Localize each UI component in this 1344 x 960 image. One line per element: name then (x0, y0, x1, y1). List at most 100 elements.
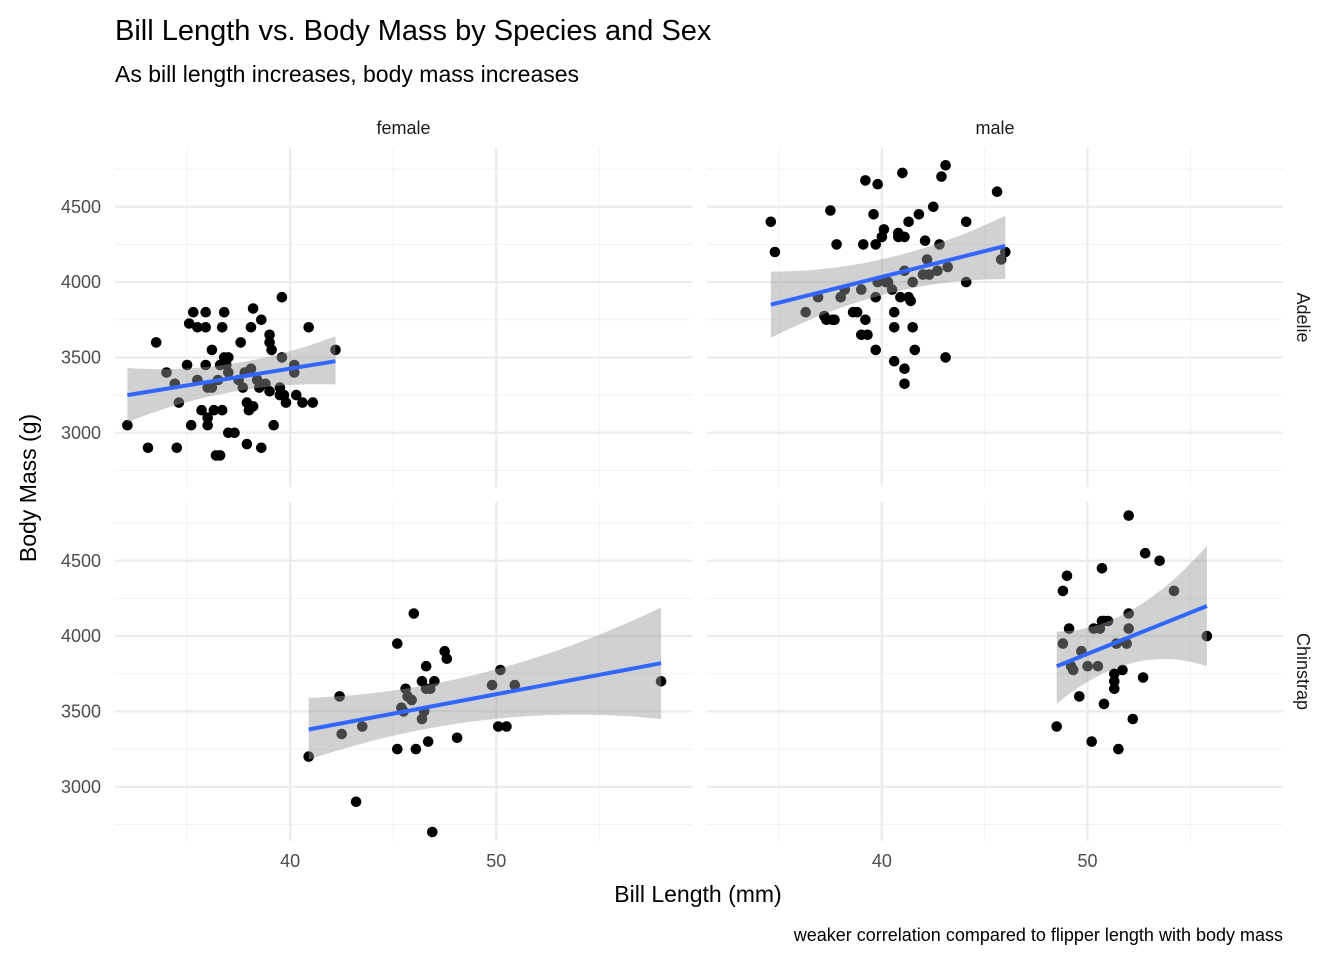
data-point (280, 397, 292, 408)
data-point (1168, 585, 1180, 597)
regression-line (308, 661, 662, 732)
data-point (1051, 721, 1062, 732)
data-point (888, 322, 900, 333)
facet-strip-male: male (975, 118, 1014, 138)
x-axis-title: Bill Length (mm) (614, 881, 781, 907)
data-point (509, 679, 521, 691)
data-point (769, 246, 781, 258)
data-point (264, 329, 275, 341)
data-point (1057, 638, 1069, 649)
data-point (888, 355, 900, 367)
data-point (216, 404, 228, 416)
data-point (858, 239, 869, 250)
data-point (1123, 623, 1134, 634)
data-point (655, 676, 667, 687)
data-point (142, 442, 154, 454)
data-point (245, 322, 257, 333)
data-point (1123, 510, 1134, 521)
data-point (936, 171, 947, 182)
data-point (214, 450, 226, 461)
panel-adelie-female: 3000 3500 4000 4500 (61, 148, 692, 487)
data-point (1154, 555, 1165, 567)
data-point (960, 276, 972, 288)
y-axis-title: Body Mass (g) (15, 414, 41, 562)
data-point (960, 216, 972, 228)
data-point (878, 224, 890, 235)
regression-line (127, 359, 336, 398)
data-point (303, 751, 315, 762)
data-point (872, 178, 883, 190)
data-point (192, 322, 203, 333)
regression-line (1055, 604, 1208, 669)
data-point (907, 322, 918, 333)
data-point (862, 329, 873, 341)
data-point (427, 826, 438, 838)
data-point (392, 638, 403, 649)
data-point (921, 254, 933, 265)
data-point (245, 363, 257, 375)
data-point (495, 664, 506, 676)
chart-title: Bill Length vs. Body Mass by Species and… (115, 15, 712, 47)
data-point (330, 344, 341, 356)
data-point (493, 721, 504, 732)
x-tick-label: 40 (280, 851, 300, 871)
data-point (429, 676, 440, 687)
confidence-band (1056, 545, 1207, 704)
data-point (200, 306, 211, 318)
data-point (268, 419, 280, 431)
data-point (903, 216, 914, 228)
data-point (202, 412, 213, 424)
data-point (831, 239, 842, 250)
data-point (237, 382, 249, 393)
data-point (357, 721, 368, 732)
data-point (856, 284, 867, 295)
data-point (255, 442, 267, 454)
facet-panels: 3000 3500 4000 4500 3000 3500 4000 4500 40 50 40 50… (61, 118, 1313, 871)
y-tick-label: 3000 (61, 423, 101, 443)
data-point (1109, 683, 1120, 695)
data-point (334, 691, 345, 702)
data-point (303, 322, 315, 333)
data-point (200, 359, 211, 371)
data-point (208, 404, 220, 416)
data-point (291, 389, 302, 401)
data-point (991, 186, 1003, 197)
data-point (235, 337, 246, 348)
chart-subtitle: As bill length increases, body mass incr… (115, 61, 579, 87)
data-point (1000, 246, 1011, 258)
data-point (216, 322, 228, 333)
data-point (1067, 664, 1079, 676)
data-point (173, 397, 185, 408)
data-point (851, 306, 863, 318)
data-point (196, 404, 207, 416)
data-point (870, 239, 881, 250)
data-point (420, 660, 432, 672)
y-tick-label: 4500 (61, 197, 101, 217)
data-point (406, 694, 418, 706)
data-point (336, 728, 348, 740)
x-tick-label: 50 (486, 851, 506, 871)
data-point (266, 344, 277, 356)
data-point (422, 736, 434, 747)
data-point (200, 322, 211, 333)
data-point (825, 205, 836, 216)
data-point (297, 397, 308, 408)
data-point (860, 314, 871, 326)
data-point (486, 679, 498, 691)
data-point (899, 231, 910, 243)
data-point (408, 608, 420, 619)
data-point (942, 261, 953, 273)
data-point (860, 175, 871, 186)
data-point (899, 363, 910, 375)
data-point (276, 291, 288, 303)
data-point (919, 235, 931, 246)
data-point (888, 306, 900, 318)
data-point (350, 796, 362, 808)
regression-line (770, 243, 1006, 307)
data-point (1109, 668, 1120, 680)
data-point (1092, 660, 1104, 672)
data-point (886, 284, 898, 295)
facet-strip-adelie: Adelie (1293, 292, 1313, 342)
y-tick-label: 4500 (61, 551, 101, 571)
